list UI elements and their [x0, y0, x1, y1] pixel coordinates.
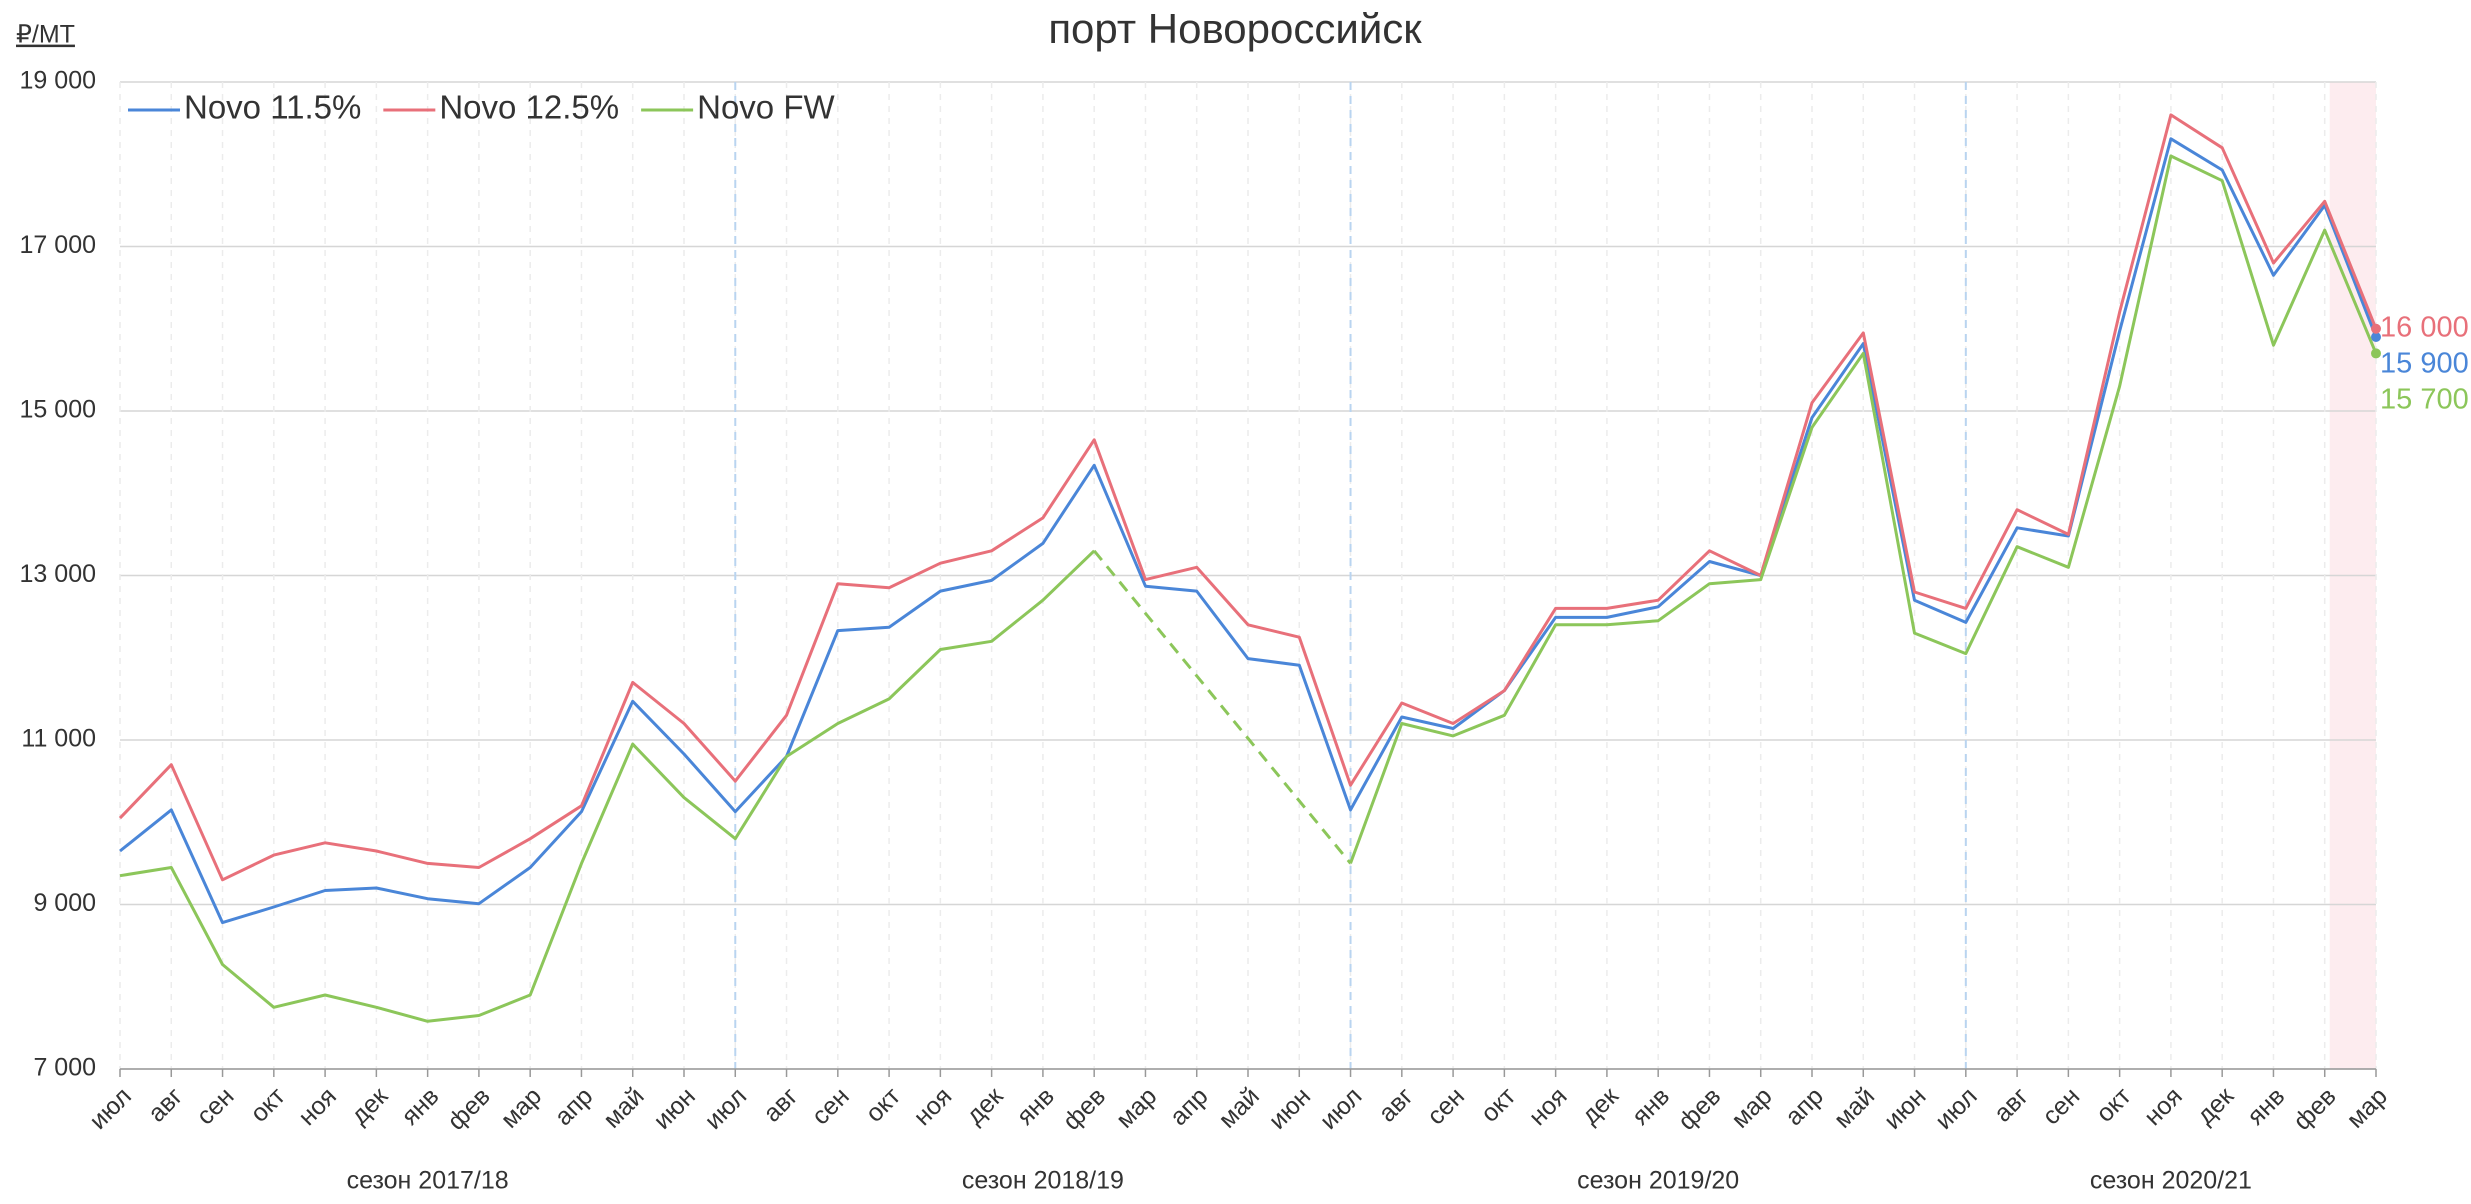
x-tick-label: апр: [549, 1082, 598, 1131]
end-point: [2371, 323, 2381, 334]
y-tick-label: 11 000: [21, 725, 96, 753]
x-tick-label: июл: [84, 1082, 137, 1135]
chart-title: порт Новороссийск: [1048, 5, 1422, 52]
season-label: сезон 2020/21: [2090, 1167, 2252, 1195]
season-label: сезон 2018/19: [962, 1167, 1124, 1195]
x-tick-label: окт: [245, 1082, 291, 1128]
x-tick-label: май: [1829, 1082, 1881, 1134]
x-tick-label: фев: [442, 1082, 496, 1136]
x-tick-label: янв: [1011, 1082, 1060, 1131]
x-tick-label: июл: [1315, 1082, 1368, 1135]
x-tick-label: дек: [346, 1081, 394, 1129]
y-tick-label: 13 000: [20, 560, 96, 588]
x-tick-label: ноя: [2139, 1082, 2188, 1131]
x-tick-label: май: [598, 1082, 650, 1134]
end-point: [2371, 331, 2381, 342]
y-tick-label: 7 000: [33, 1054, 96, 1082]
x-tick-label: июл: [1930, 1082, 1983, 1135]
gap-connector: [1093, 549, 1352, 865]
x-tick-label: янв: [396, 1082, 445, 1131]
y-tick-label: 19 000: [20, 67, 96, 95]
x-tick-label: дек: [2191, 1081, 2239, 1129]
x-tick-label: июн: [1879, 1082, 1932, 1135]
legend-label: Novo 11.5%: [184, 89, 361, 126]
x-tick-label: дек: [1576, 1081, 1624, 1129]
end-label: 15 900: [2380, 347, 2469, 379]
x-tick-label: фев: [1058, 1082, 1112, 1136]
x-tick-label: май: [1213, 1082, 1265, 1134]
y-tick-label: 15 000: [20, 396, 96, 424]
x-tick-label: авг: [1373, 1082, 1418, 1127]
y-tick-label: 9 000: [33, 889, 96, 917]
x-tick-label: апр: [1780, 1082, 1829, 1131]
x-tick-label: июл: [699, 1082, 752, 1135]
x-tick-label: окт: [1476, 1082, 1522, 1128]
x-tick-label: апр: [1165, 1082, 1214, 1131]
x-tick-label: дек: [961, 1081, 1009, 1129]
legend-label: Novo FW: [697, 89, 835, 126]
x-tick-label: мар: [495, 1082, 547, 1134]
y-tick-label: 17 000: [20, 231, 96, 259]
x-tick-label: авг: [758, 1082, 803, 1127]
x-tick-label: сен: [2037, 1082, 2085, 1130]
end-point: [2371, 348, 2381, 359]
end-label: 15 700: [2380, 383, 2469, 415]
series-line: [119, 137, 2378, 925]
x-tick-label: авг: [143, 1082, 188, 1127]
x-tick-label: июн: [1263, 1082, 1316, 1135]
x-tick-label: мар: [1726, 1082, 1778, 1134]
x-tick-label: окт: [2091, 1082, 2137, 1128]
y-unit: ₽/MT: [16, 21, 75, 49]
x-tick-label: ноя: [293, 1082, 342, 1131]
x-tick-label: ноя: [908, 1082, 957, 1131]
x-tick-label: мар: [2341, 1082, 2393, 1134]
x-tick-label: сен: [1422, 1082, 1470, 1130]
x-tick-label: июн: [648, 1082, 701, 1135]
x-tick-label: фев: [1673, 1082, 1727, 1136]
x-tick-label: янв: [1627, 1082, 1676, 1131]
x-tick-label: авг: [1989, 1082, 2034, 1127]
x-tick-label: окт: [860, 1082, 906, 1128]
season-label: сезон 2019/20: [1577, 1167, 1739, 1195]
season-label: сезон 2017/18: [347, 1167, 509, 1195]
x-tick-label: янв: [2242, 1082, 2291, 1131]
series-line: [119, 154, 2378, 1023]
end-label: 16 000: [2380, 311, 2469, 343]
series-line: [118, 113, 2378, 882]
x-tick-label: ноя: [1524, 1082, 1573, 1131]
x-tick-label: сен: [191, 1082, 239, 1130]
x-tick-label: мар: [1111, 1082, 1163, 1134]
legend-label: Novo 12.5%: [439, 89, 619, 126]
x-tick-label: сен: [806, 1082, 854, 1130]
x-tick-label: фев: [2288, 1082, 2342, 1136]
